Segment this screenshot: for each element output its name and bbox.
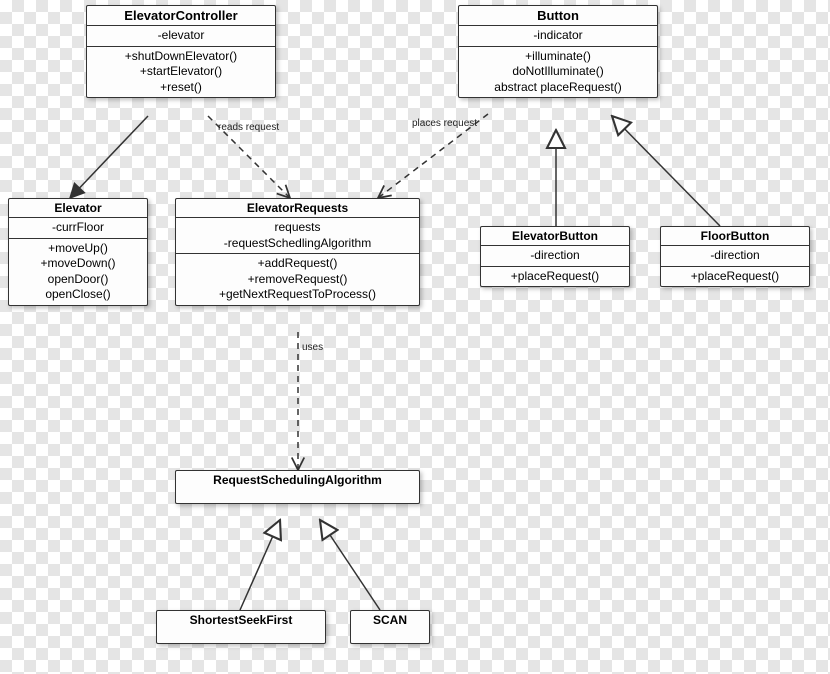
attribute-line: requests (182, 220, 413, 236)
operation-line: +startElevator() (93, 64, 269, 80)
attribute-line: -direction (667, 248, 803, 264)
class-title: Elevator (9, 199, 147, 218)
class-attributes: -currFloor (9, 218, 147, 239)
class-title: FloorButton (661, 227, 809, 246)
class-operations: +placeRequest() (661, 267, 809, 287)
class-attributes: -elevator (87, 26, 275, 47)
class-attributes: -direction (481, 246, 629, 267)
class-operations: +placeRequest() (481, 267, 629, 287)
attribute-line: -elevator (93, 28, 269, 44)
attribute-line: -requestSchedlingAlgorithm (182, 236, 413, 252)
class-attributes: -direction (661, 246, 809, 267)
edge-label: uses (302, 342, 323, 353)
class-elevator-button: ElevatorButton -direction +placeRequest() (480, 226, 630, 287)
operation-line: +illuminate() (465, 49, 651, 65)
edge-label: reads request (218, 122, 279, 133)
class-operations: +illuminate()doNotIlluminate()abstract p… (459, 47, 657, 98)
class-operations: +addRequest()+removeRequest()+getNextReq… (176, 254, 419, 305)
class-elevator-requests: ElevatorRequestsrequests-requestSchedlin… (175, 198, 420, 306)
class-shortest-seek-first: ShortestSeekFirst (156, 610, 326, 644)
operation-line: openDoor() (15, 272, 141, 288)
class-title: SCAN (351, 611, 429, 629)
class-scan: SCAN (350, 610, 430, 644)
operation-line: +placeRequest() (487, 269, 623, 285)
attribute-line: -direction (487, 248, 623, 264)
class-elevator: Elevator-currFloor+moveUp()+moveDown()op… (8, 198, 148, 306)
class-elevator-controller: ElevatorController -elevator +shutDownElev… (86, 5, 276, 98)
operation-line: +moveDown() (15, 256, 141, 272)
class-operations: +moveUp()+moveDown()openDoor()openClose(… (9, 239, 147, 305)
operation-line: +getNextRequestToProcess() (182, 287, 413, 303)
class-title: ElevatorButton (481, 227, 629, 246)
class-title: ElevatorRequests (176, 199, 419, 218)
operation-line: +addRequest() (182, 256, 413, 272)
attribute-line: -indicator (465, 28, 651, 44)
operation-line: doNotIlluminate() (465, 64, 651, 80)
attribute-line: -currFloor (15, 220, 141, 236)
operation-line: +shutDownElevator() (93, 49, 269, 65)
class-title: Button (459, 6, 657, 26)
class-title: ElevatorController (87, 6, 275, 26)
operation-line: abstract placeRequest() (465, 80, 651, 96)
operation-line: openClose() (15, 287, 141, 303)
class-button: Button -indicator +illuminate()doNotIllumi… (458, 5, 658, 98)
checker-background (0, 0, 830, 674)
class-title: RequestSchedulingAlgorithm (176, 471, 419, 489)
operation-line: +placeRequest() (667, 269, 803, 285)
class-attributes: requests-requestSchedlingAlgorithm (176, 218, 419, 254)
class-attributes: -indicator (459, 26, 657, 47)
operation-line: +reset() (93, 80, 269, 96)
class-title: ShortestSeekFirst (157, 611, 325, 629)
class-operations: +shutDownElevator()+startElevator()+rese… (87, 47, 275, 98)
operation-line: +removeRequest() (182, 272, 413, 288)
class-floor-button: FloorButton -direction +placeRequest() (660, 226, 810, 287)
edge-label: places request (412, 118, 477, 129)
operation-line: +moveUp() (15, 241, 141, 257)
class-request-scheduling-algorithm: RequestSchedulingAlgorithm (175, 470, 420, 504)
